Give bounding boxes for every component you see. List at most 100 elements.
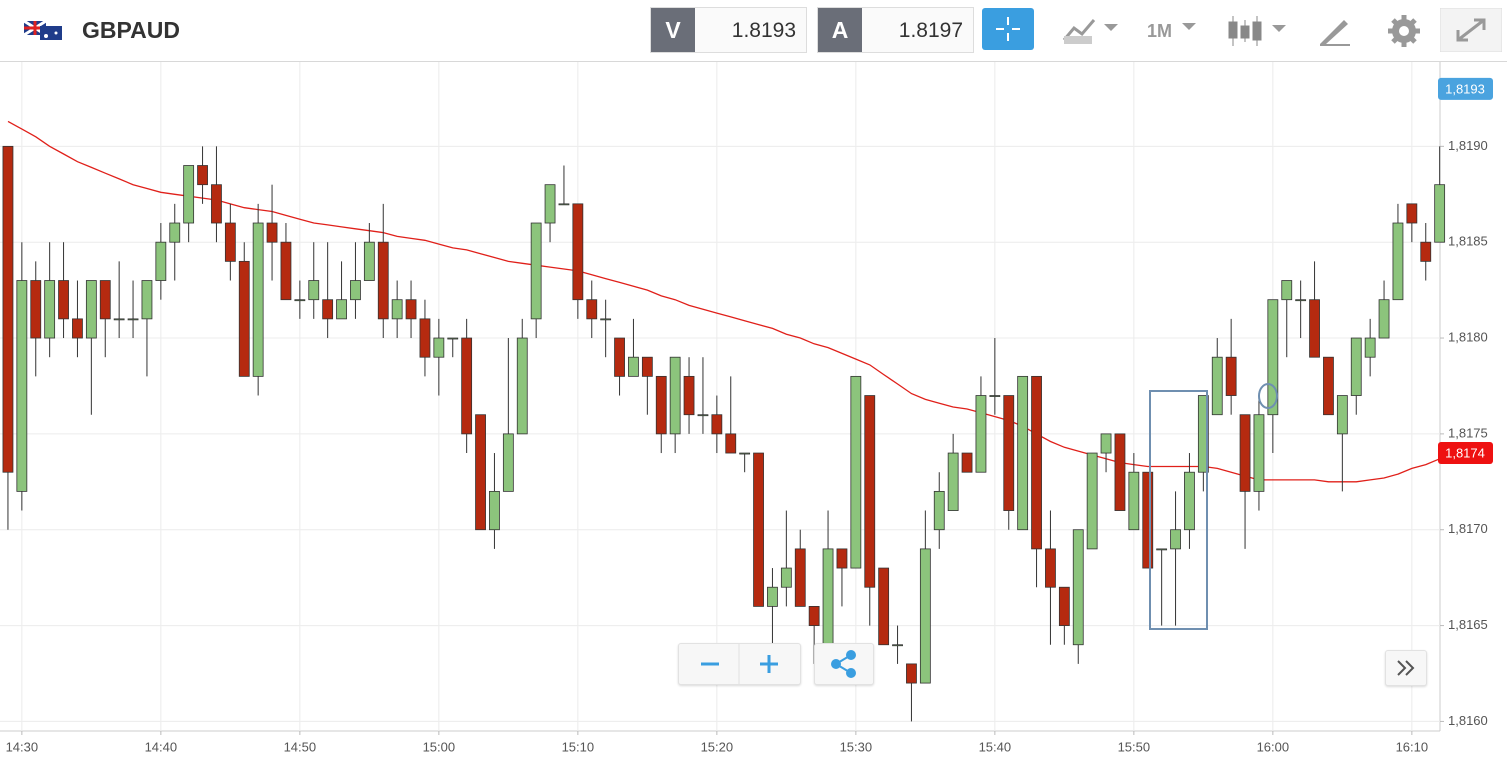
price-tag-label: 1,8193 (1445, 81, 1485, 96)
candle-body (1406, 203, 1418, 224)
candle-body (906, 663, 917, 684)
candle-body (1323, 356, 1334, 416)
y-tick-label: 1,8175 (1448, 425, 1488, 440)
y-tick-label: 1,8170 (1448, 521, 1488, 536)
fullscreen-button[interactable] (1440, 8, 1502, 52)
candle-body (461, 337, 473, 435)
candle-body (419, 318, 431, 358)
moving-average-line (7, 120, 1440, 483)
candle-body (502, 433, 514, 492)
x-tick-label: 14:30 (6, 739, 39, 754)
candle-body (405, 299, 417, 320)
x-tick-label: 15:50 (1118, 739, 1151, 754)
candle-body (780, 567, 792, 588)
candle-body (822, 548, 834, 646)
instrument-name: GBPAUD (82, 17, 180, 43)
candle-body (975, 395, 987, 473)
candle-body (2, 145, 14, 473)
draw-tool-button[interactable] (1318, 14, 1352, 48)
candle-body (350, 280, 361, 301)
candle-body (1156, 548, 1168, 551)
candle-body (1378, 299, 1390, 339)
candle-body (1392, 222, 1404, 301)
y-tick-label: 1,8190 (1448, 138, 1488, 153)
x-tick-label: 15:20 (701, 739, 734, 754)
candle-body (1086, 452, 1098, 550)
share-button[interactable] (814, 643, 874, 685)
candle-body (725, 433, 737, 454)
ask-box[interactable]: A 1.8197 (817, 7, 974, 53)
candle-body (1225, 356, 1237, 396)
candle-body (489, 490, 500, 531)
price-tag-label: 1,8174 (1445, 445, 1485, 460)
candle-body (72, 318, 83, 339)
candle-body (1336, 395, 1348, 435)
candle-body (127, 318, 139, 321)
candle-body (99, 280, 111, 320)
candle-body (669, 356, 681, 435)
candle-body (683, 375, 695, 416)
candle-body (1184, 471, 1195, 531)
y-tick-label: 1,8185 (1448, 234, 1488, 249)
candle-body (155, 241, 167, 281)
ask-label: A (818, 8, 862, 52)
candle-body (989, 395, 1001, 397)
candle-body (1100, 433, 1112, 454)
candle-body (336, 299, 347, 320)
x-tick-label: 15:10 (562, 739, 595, 754)
candle-body (919, 548, 931, 684)
settings-button[interactable] (1386, 13, 1422, 49)
zoom-in[interactable] (760, 655, 778, 673)
price-tag (1438, 77, 1493, 100)
candle-body (30, 280, 42, 339)
candle-body (447, 337, 459, 340)
candle-body (322, 299, 334, 320)
candle-body (655, 375, 667, 435)
candle-body (1058, 586, 1070, 626)
x-tick-label: 15:30 (840, 739, 873, 754)
candle-style-button[interactable] (1226, 12, 1288, 50)
price-tag (1438, 442, 1493, 465)
candle-body (363, 241, 375, 281)
candle-body (252, 222, 264, 377)
candle-body (850, 375, 862, 569)
chart-type-button[interactable] (1060, 14, 1124, 48)
candle-body (58, 280, 69, 320)
zoom-controls (678, 643, 801, 685)
candle-body (572, 203, 584, 301)
candle-body (933, 490, 945, 531)
highlight-box (1149, 390, 1208, 630)
candle-body (711, 414, 723, 435)
bid-box[interactable]: V 1.8193 (650, 7, 807, 53)
candle-body (1017, 375, 1029, 531)
crosshair-button[interactable] (982, 8, 1034, 50)
candle-body (1309, 299, 1320, 358)
candle-body (308, 280, 320, 301)
candle-body (558, 203, 570, 206)
scroll-icon (1397, 660, 1415, 676)
zoom-icons (701, 644, 778, 684)
timeframe[interactable]: 1M (1147, 21, 1173, 41)
y-tick-label: 1,8165 (1448, 617, 1488, 632)
candle-body (1128, 471, 1140, 531)
candle-body (1239, 414, 1251, 492)
candle-body (1253, 414, 1265, 492)
candle-body (1211, 356, 1223, 416)
candle-body (767, 586, 778, 607)
candle-body (377, 241, 389, 320)
candle-body (530, 222, 542, 320)
x-tick-label: 15:40 (979, 739, 1012, 754)
dropdown-arrow (1182, 23, 1196, 30)
candle-body (697, 414, 709, 417)
candle-body (1197, 395, 1209, 473)
candle-body (544, 184, 556, 224)
candle-body (1267, 299, 1279, 416)
x-tick-label: 16:10 (1396, 739, 1429, 754)
x-tick-label: 16:00 (1257, 739, 1290, 754)
candle-body (266, 222, 278, 243)
candle-body (1114, 433, 1126, 511)
y-tick-label: 1,8160 (1448, 713, 1488, 728)
scroll-right-button[interactable] (1385, 650, 1427, 686)
x-tick-label: 14:40 (145, 739, 178, 754)
